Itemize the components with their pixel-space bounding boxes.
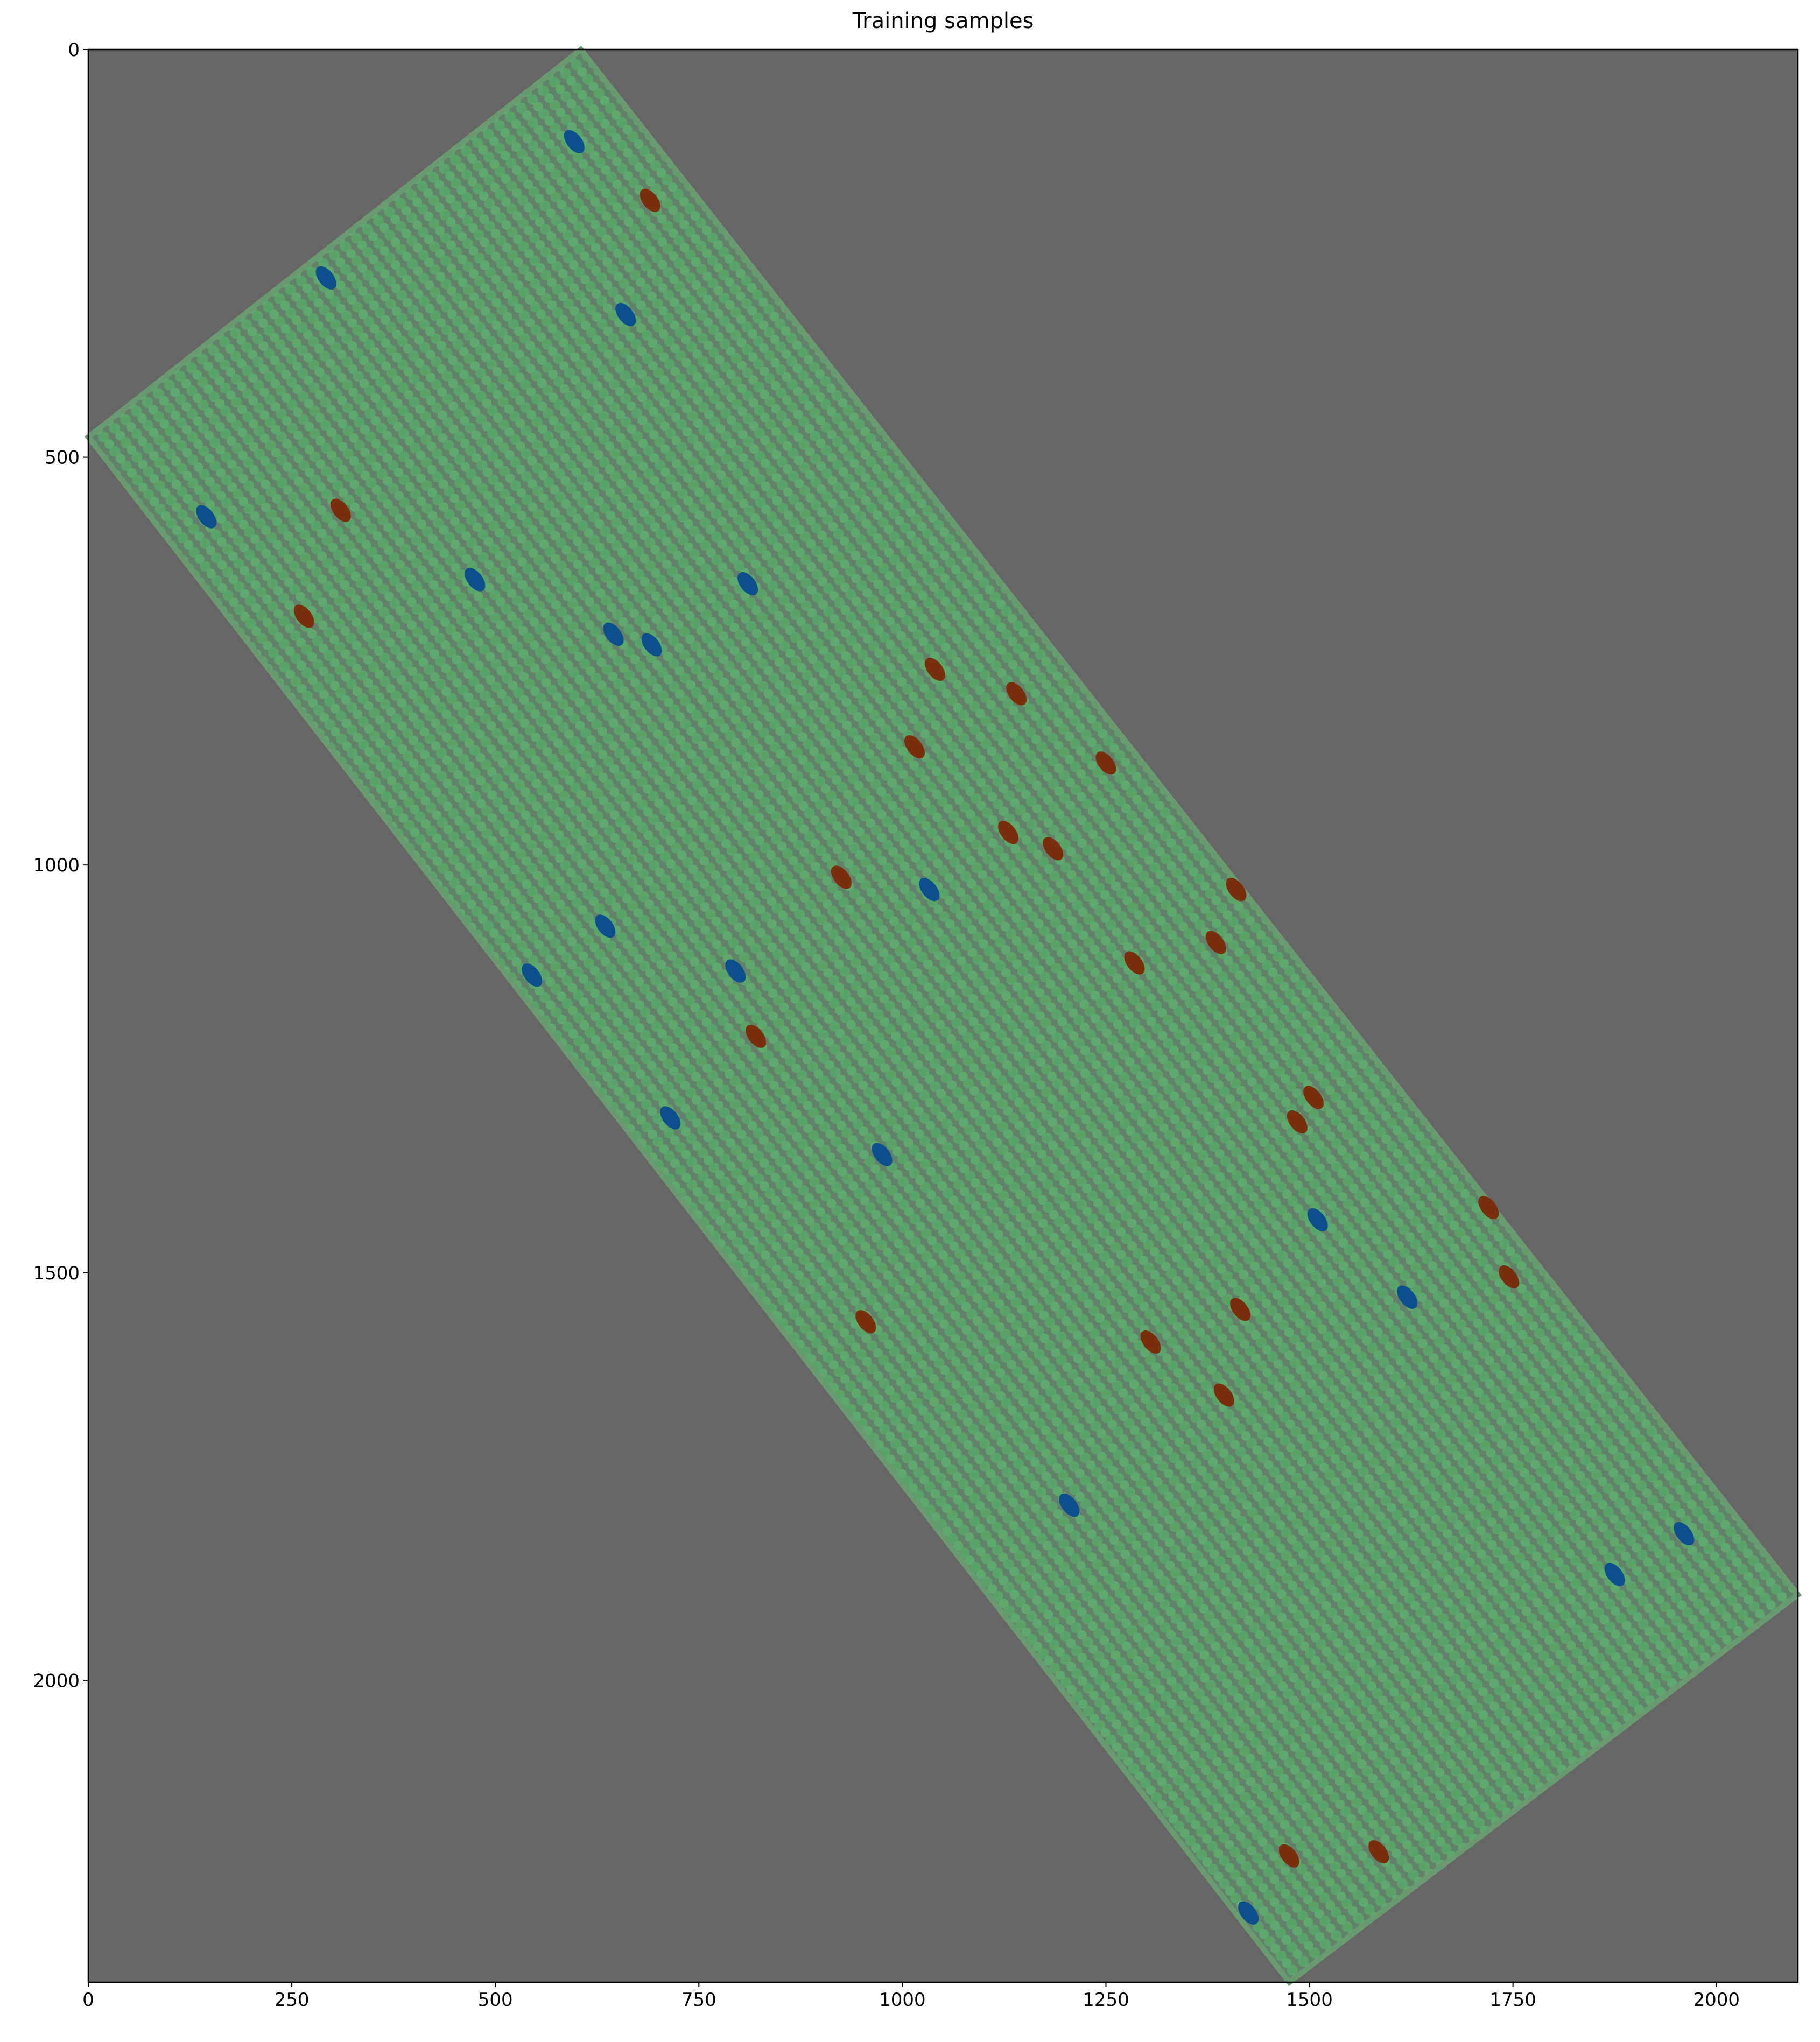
- y-tick-label: 0: [68, 39, 80, 61]
- axes-frame: [87, 48, 1799, 1983]
- x-tick-label: 1500: [1286, 1989, 1333, 2011]
- training-sample: [1006, 682, 1027, 706]
- x-tick-label: 500: [478, 1989, 513, 2011]
- training-sample: [872, 1143, 893, 1166]
- training-sample: [1124, 951, 1145, 975]
- training-sample: [855, 1310, 876, 1334]
- x-tick-label: 0: [82, 1989, 94, 2011]
- training-sample: [1368, 1840, 1389, 1864]
- training-sample: [1499, 1265, 1520, 1288]
- x-tick-label: 250: [275, 1989, 310, 2011]
- training-sample: [465, 568, 486, 592]
- training-sample: [315, 266, 336, 290]
- x-tick-label: 1000: [879, 1989, 926, 2011]
- x-tick-label: 750: [681, 1989, 716, 2011]
- training-sample: [641, 633, 662, 657]
- x-tick-label: 1750: [1489, 1989, 1536, 2011]
- y-tick-label: 1000: [33, 855, 80, 876]
- training-sample: [1043, 837, 1064, 861]
- training-sample: [1230, 1298, 1250, 1321]
- training-sample: [904, 735, 925, 759]
- training-sample: [1604, 1562, 1625, 1586]
- training-sample: [1674, 1522, 1695, 1546]
- y-tick-label: 2000: [33, 1670, 80, 1692]
- training-sample: [924, 658, 945, 681]
- training-sample: [1478, 1196, 1499, 1220]
- training-sample: [1397, 1285, 1418, 1309]
- training-sample: [1238, 1901, 1259, 1925]
- training-sample: [293, 604, 314, 628]
- training-sample: [1205, 931, 1226, 954]
- training-sample: [1140, 1330, 1161, 1354]
- x-tick-label: 1250: [1083, 1989, 1129, 2011]
- training-sample: [330, 498, 351, 522]
- y-tick-label: 500: [45, 447, 80, 469]
- training-sample: [998, 821, 1018, 844]
- training-sample: [1287, 1110, 1308, 1134]
- training-sample: [196, 505, 217, 529]
- training-sample: [725, 959, 746, 983]
- samples: [196, 130, 1695, 1925]
- training-sample: [746, 1024, 767, 1048]
- training-sample: [1213, 1383, 1234, 1407]
- training-sample: [1059, 1494, 1080, 1517]
- chart-title: Training samples: [852, 9, 1034, 33]
- training-sample: [1095, 751, 1116, 775]
- training-sample: [640, 188, 660, 212]
- training-sample: [831, 865, 852, 889]
- training-sample: [1307, 1208, 1328, 1231]
- training-sample: [595, 914, 616, 938]
- training-sample: [522, 963, 543, 987]
- training-sample: [660, 1106, 681, 1130]
- training-sample: [615, 302, 636, 326]
- training-sample: [737, 572, 758, 595]
- y-tick-label: 1500: [33, 1263, 80, 1284]
- training-sample: [1303, 1086, 1324, 1109]
- training-sample: [919, 878, 940, 902]
- training-sample: [1278, 1844, 1299, 1868]
- x-tick-label: 2000: [1693, 1989, 1740, 2011]
- training-sample: [1226, 878, 1247, 902]
- training-sample: [564, 130, 585, 153]
- training-sample: [603, 622, 624, 646]
